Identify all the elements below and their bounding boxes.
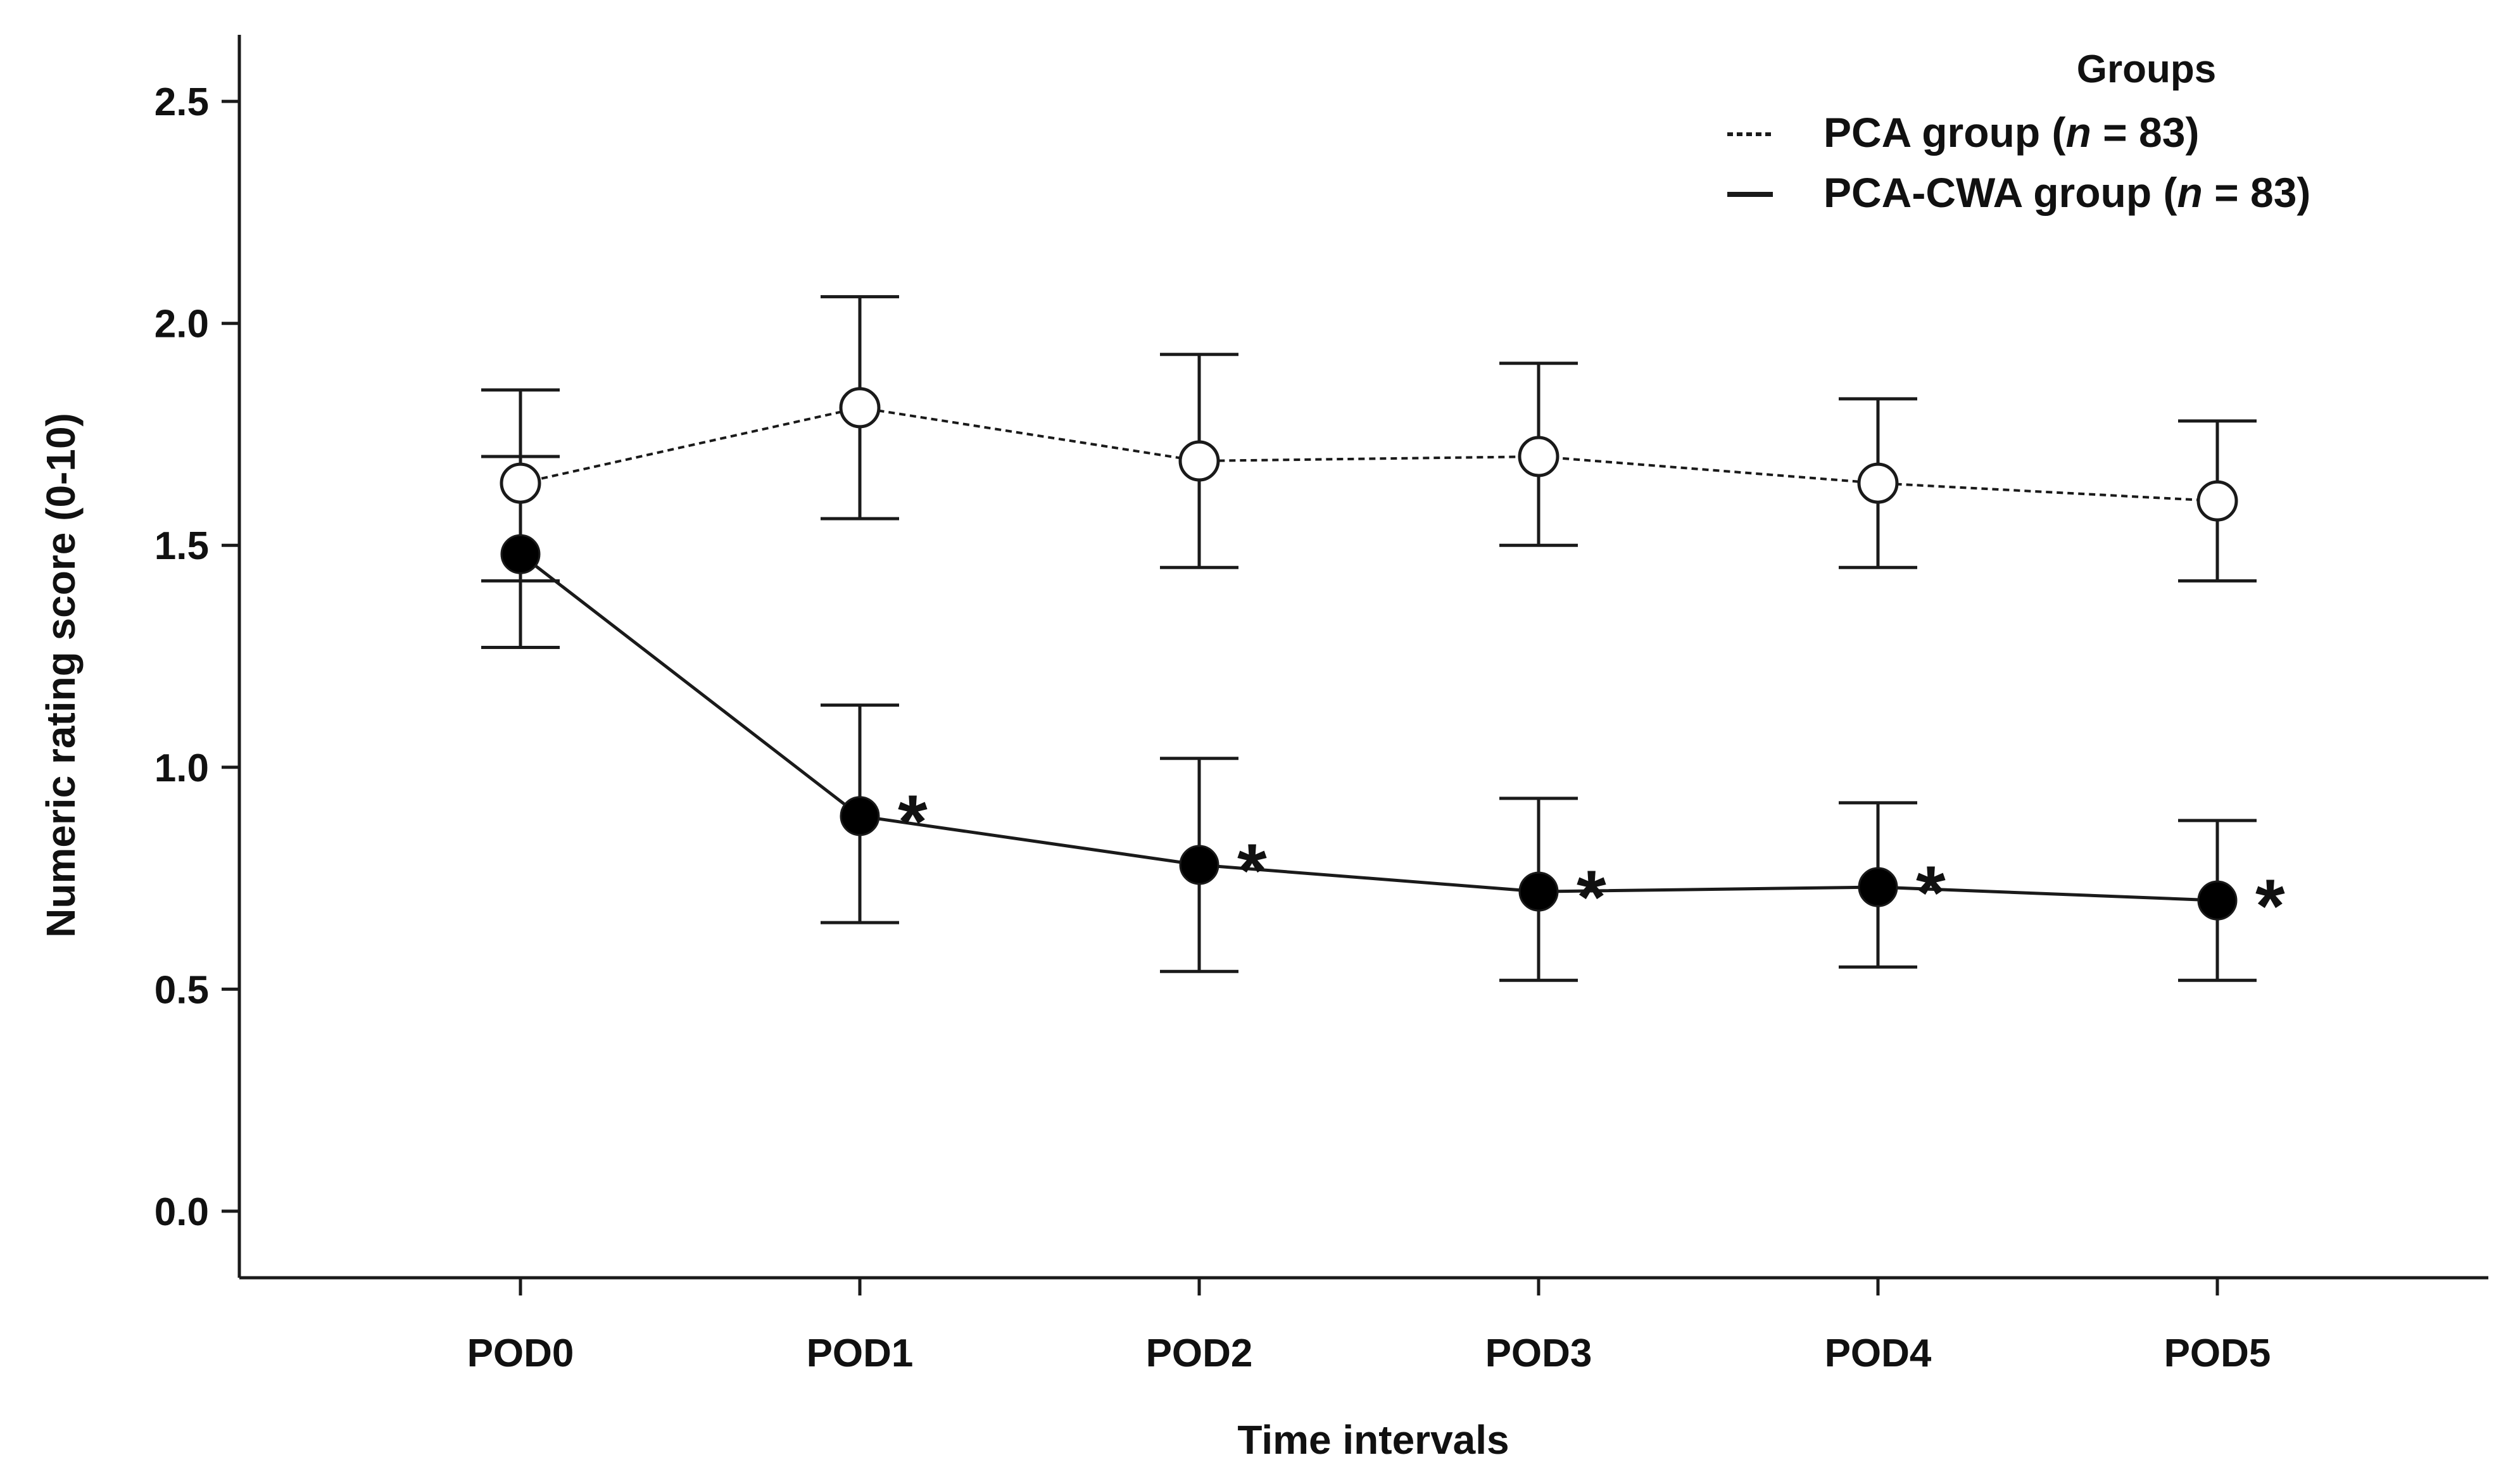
y-tick-label: 1.0 (154, 747, 209, 790)
pca-point (839, 387, 881, 429)
pca-cwa-series-line (519, 553, 2218, 902)
pca-cwa-point (1858, 867, 1898, 907)
significance-asterisk: * (1237, 828, 1267, 913)
legend: Groups PCA group (n = 83) PCA-CWA group (n… (1727, 47, 2310, 216)
legend-series-name: PCA group (1824, 109, 2052, 156)
significance-asterisk: * (1916, 850, 1946, 935)
pca-point (1857, 462, 1899, 504)
x-axis-title: Time intervals (1237, 1417, 1509, 1463)
x-tick-label: POD3 (1485, 1332, 1592, 1375)
pca-point (1518, 436, 1559, 477)
significance-annotations: * * * * * (898, 779, 2285, 948)
y-axis-title: Numeric rating score (0-10) (38, 413, 84, 938)
y-tick-label: 0.0 (154, 1190, 209, 1234)
significance-asterisk: * (898, 779, 928, 864)
pca-point (2196, 480, 2238, 522)
y-tick-label: 1.5 (154, 524, 209, 568)
legend-label: PCA-CWA group (n = 83) (1824, 169, 2310, 216)
x-tick-label: POD2 (1146, 1332, 1253, 1375)
pca-cwa-point (840, 796, 880, 836)
pca-series-line (520, 406, 2218, 503)
x-tick-label: POD0 (467, 1332, 574, 1375)
legend-label: PCA group (n = 83) (1824, 109, 2199, 156)
x-tick-label: POD4 (1825, 1332, 1932, 1375)
x-tick-label: POD1 (807, 1332, 914, 1375)
series-markers (500, 387, 2238, 921)
pca-cwa-point (1179, 845, 1219, 885)
pca-point (500, 462, 541, 504)
significance-asterisk: * (2255, 864, 2285, 948)
series-lines (519, 406, 2218, 902)
pca-cwa-point (2197, 880, 2238, 921)
y-tick-label: 2.0 (154, 303, 209, 346)
y-tick-label: 0.5 (154, 968, 209, 1012)
pca-cwa-point (1518, 871, 1559, 912)
legend-title: Groups (2077, 47, 2216, 91)
y-tick-label: 2.5 (154, 80, 209, 124)
axes: 0.0 0.5 1.0 1.5 2.0 2.5 POD0 POD1 POD2 POD3 POD4 PO… (38, 35, 2488, 1463)
pca-cwa-point (500, 534, 541, 574)
significance-asterisk: * (1577, 855, 1606, 940)
legend-series-name: PCA-CWA group (1824, 169, 2163, 216)
x-tick-label: POD5 (2164, 1332, 2271, 1375)
pca-point (1178, 440, 1220, 482)
